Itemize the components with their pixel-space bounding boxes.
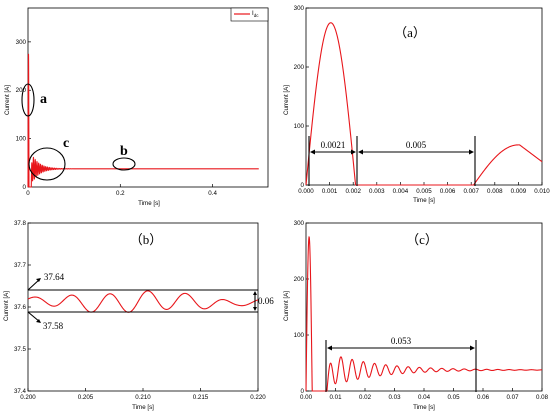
c-xtick-label-6: 0.06 bbox=[477, 394, 490, 401]
main-xtick-label-1: 0.2 bbox=[116, 190, 125, 197]
panel-a-series-line bbox=[305, 22, 543, 186]
main-ytick-label-3: 300 bbox=[16, 39, 27, 46]
b-ytick-label-0: 37.4 bbox=[14, 388, 27, 395]
dim-a-label-2: 0.005 bbox=[406, 140, 427, 150]
legend-label: Idc bbox=[252, 10, 259, 18]
main-ylabel: Current [A] bbox=[4, 85, 11, 115]
panel-a-ylabel: Current [A] bbox=[283, 85, 290, 115]
b-xtick-label-3: 0.215 bbox=[193, 394, 209, 401]
band-width-label: 0.06 bbox=[258, 296, 274, 306]
b-ytick-label-1: 37.5 bbox=[14, 346, 27, 353]
panel-c-xlabel: Time [s] bbox=[413, 404, 435, 411]
main-xtick-label-2: 0.4 bbox=[208, 190, 217, 197]
panel-b: （b） Current [A] Time [s] 37.437.537.637.… bbox=[3, 220, 274, 411]
annotation-label-b: b bbox=[120, 144, 128, 159]
c-xtick-label-3: 0.03 bbox=[388, 394, 401, 401]
panel-c-plot-frame bbox=[305, 222, 543, 392]
b-xtick-label-2: 0.210 bbox=[135, 394, 151, 401]
panel-c: （c） Current [A] Time [s] 0 100 200 300 0.00… bbox=[283, 220, 549, 411]
a-ytick-label-2: 200 bbox=[294, 64, 305, 71]
c-xtick-label-4: 0.04 bbox=[418, 394, 431, 401]
c-ytick-label-2: 200 bbox=[294, 276, 305, 283]
main-xticks: 0 0.2 0.4 bbox=[26, 184, 217, 197]
a-xtick-label-6: 0.006 bbox=[440, 188, 456, 195]
a-ytick-label-3: 300 bbox=[294, 5, 305, 12]
legend-label-sub: dc bbox=[254, 13, 260, 18]
main-ytick-label-0: 0 bbox=[23, 184, 27, 191]
main-legend: Idc bbox=[230, 7, 269, 22]
lower-callout-label: 37.58 bbox=[43, 321, 64, 331]
c-xtick-label-1: 0.01 bbox=[329, 394, 342, 401]
panel-b-xticks: 0.200 0.205 0.210 0.215 0.220 bbox=[20, 388, 266, 401]
a-xtick-label-9: 0.009 bbox=[511, 188, 527, 195]
annotation-ellipse-c bbox=[28, 147, 66, 181]
panel-a-xlabel: Time [s] bbox=[413, 197, 435, 204]
panel-a: （a） Current [A] Time [s] 0 100 200 300 0.00… bbox=[283, 5, 550, 204]
main-series-line bbox=[27, 53, 259, 188]
upper-callout-arrowhead bbox=[36, 278, 41, 282]
c-ytick-label-1: 100 bbox=[294, 332, 305, 339]
a-xtick-label-5: 0.005 bbox=[416, 188, 432, 195]
panel-b-series-line bbox=[27, 290, 259, 313]
annotation-label-c: c bbox=[63, 136, 69, 151]
main-xtick-label-0: 0 bbox=[26, 190, 30, 197]
a-xtick-label-1: 0.001 bbox=[322, 188, 338, 195]
upper-callout-label: 37.64 bbox=[44, 272, 65, 282]
a-xtick-label-3: 0.003 bbox=[369, 188, 385, 195]
dim-a-label-1: 0.0021 bbox=[321, 140, 346, 150]
panel-b-xlabel: Time [s] bbox=[132, 404, 154, 411]
panel-b-title: （b） bbox=[130, 232, 163, 247]
panel-b-yticks: 37.4 37.5 37.6 37.7 37.8 bbox=[14, 220, 31, 395]
annotation-label-a: a bbox=[40, 92, 47, 107]
a-xtick-label-4: 0.004 bbox=[393, 188, 409, 195]
c-ytick-label-3: 300 bbox=[294, 220, 305, 227]
a-xtick-label-8: 0.008 bbox=[487, 188, 503, 195]
b-xtick-label-1: 0.205 bbox=[78, 394, 94, 401]
panel-c-title: （c） bbox=[406, 232, 438, 247]
a-xtick-label-2: 0.002 bbox=[345, 188, 361, 195]
panel-c-series-line bbox=[305, 235, 543, 392]
lower-callout-arrowhead bbox=[36, 319, 41, 323]
c-xtick-label-2: 0.02 bbox=[359, 394, 372, 401]
annotation-ellipse-a bbox=[21, 83, 35, 117]
c-xtick-label-0: 0.00 bbox=[300, 394, 313, 401]
b-ytick-label-3: 37.7 bbox=[14, 262, 27, 269]
panel-c-ylabel: Current [A] bbox=[283, 291, 290, 321]
panel-a-xticks: 0.000 0.001 0.002 0.003 0.004 0.005 0.006 0.007… bbox=[298, 182, 550, 195]
panel-b-ylabel: Current [A] bbox=[3, 291, 10, 321]
dim-a-arrowheads-1 bbox=[310, 149, 356, 155]
c-xtick-label-5: 0.05 bbox=[447, 394, 460, 401]
a-ytick-label-0: 0 bbox=[301, 182, 305, 189]
c-ytick-label-0: 0 bbox=[301, 388, 305, 395]
b-xtick-label-0: 0.200 bbox=[20, 394, 36, 401]
panel-a-yticks: 0 100 200 300 bbox=[294, 5, 309, 189]
panel-c-xticks: 0.00 0.01 0.02 0.03 0.04 0.05 0.06 0.07 0.08 bbox=[300, 388, 549, 401]
dim-c-label: 0.053 bbox=[391, 336, 412, 346]
band-width-arrowheads bbox=[253, 291, 257, 311]
a-xtick-label-0: 0.000 bbox=[298, 188, 314, 195]
a-xtick-label-10: 0.010 bbox=[534, 188, 550, 195]
b-xtick-label-4: 0.220 bbox=[250, 394, 266, 401]
panel-b-plot-frame bbox=[27, 222, 259, 392]
c-xtick-label-8: 0.08 bbox=[536, 394, 549, 401]
main-ytick-label-2: 200 bbox=[16, 87, 27, 94]
a-xtick-label-7: 0.007 bbox=[463, 188, 479, 195]
b-ytick-label-2: 37.6 bbox=[14, 304, 27, 311]
legend-label-main: I bbox=[252, 10, 254, 17]
main-ytick-label-1: 100 bbox=[16, 136, 27, 143]
b-ytick-label-4: 37.8 bbox=[14, 220, 27, 227]
main-xlabel: Time [s] bbox=[138, 200, 160, 207]
panel-a-title: （a） bbox=[394, 25, 426, 40]
annotation-ellipse-b bbox=[112, 157, 136, 171]
a-ytick-label-1: 100 bbox=[294, 123, 305, 130]
c-xtick-label-7: 0.07 bbox=[506, 394, 519, 401]
